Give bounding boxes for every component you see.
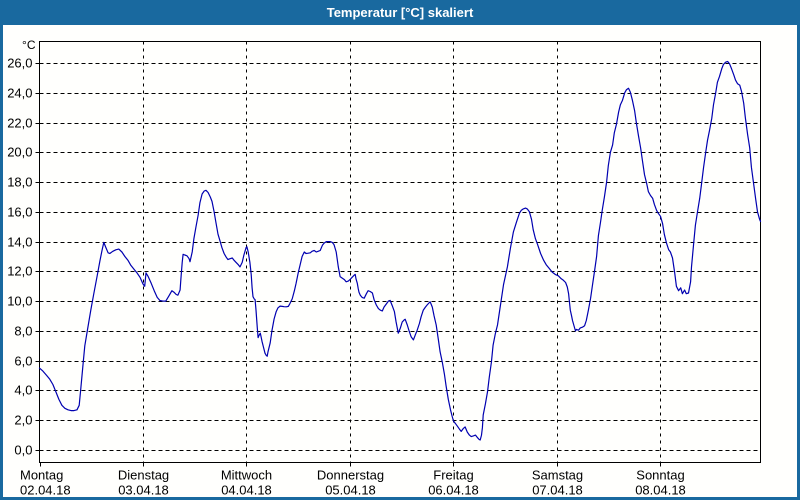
y-tick-label: 4,0 — [14, 383, 32, 398]
x-day-name-label: Dienstag — [118, 468, 169, 483]
window-titlebar[interactable]: Temperatur [°C] skaliert — [3, 0, 797, 25]
x-day-date-label: 04.04.18 — [221, 483, 272, 498]
y-tick-label: 0,0 — [14, 443, 32, 458]
x-day-name-label: Samstag — [532, 468, 583, 483]
y-tick-label: 18,0 — [7, 175, 32, 190]
y-tick-label: 10,0 — [7, 294, 32, 309]
x-day-name-label: Donnerstag — [317, 468, 384, 483]
y-tick-label: 14,0 — [7, 235, 32, 250]
x-day-date-label: 08.04.18 — [635, 483, 686, 498]
x-day-date-label: 03.04.18 — [118, 483, 169, 498]
y-tick-label: 6,0 — [14, 354, 32, 369]
x-day-name-label: Sonntag — [636, 468, 684, 483]
x-day-name-label: Montag — [20, 468, 63, 483]
temperature-line — [38, 60, 762, 441]
x-day-name-label: Mittwoch — [221, 468, 272, 483]
y-tick-label: 24,0 — [7, 86, 32, 101]
y-tick-label: 26,0 — [7, 56, 32, 71]
y-tick-label: 20,0 — [7, 145, 32, 160]
x-day-date-label: 06.04.18 — [428, 483, 479, 498]
y-axis-unit-label: °C — [22, 38, 36, 52]
window-title: Temperatur [°C] skaliert — [326, 5, 474, 20]
y-tick-label: 22,0 — [7, 116, 32, 131]
x-day-date-label: 02.04.18 — [20, 483, 71, 498]
x-day-name-label: Freitag — [433, 468, 473, 483]
y-tick-label: 16,0 — [7, 205, 32, 220]
y-tick-label: 12,0 — [7, 264, 32, 279]
x-day-date-label: 07.04.18 — [532, 483, 583, 498]
y-tick-label: 2,0 — [14, 413, 32, 428]
x-day-date-label: 05.04.18 — [325, 483, 376, 498]
y-tick-label: 8,0 — [14, 324, 32, 339]
plot-border — [39, 41, 761, 463]
